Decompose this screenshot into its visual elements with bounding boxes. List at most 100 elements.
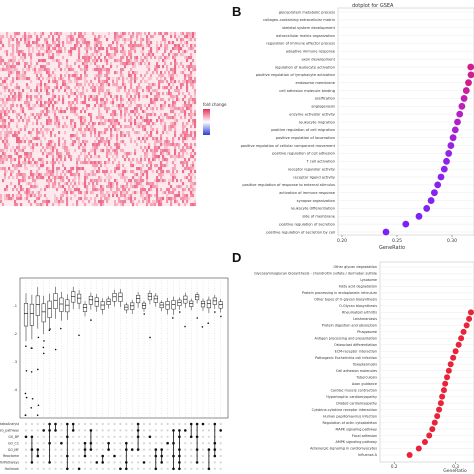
- heatmap-cell: [6, 35, 9, 39]
- heatmap-cell: [162, 152, 165, 156]
- heatmap-cell: [8, 167, 11, 171]
- matrix-dot-inactive: [83, 435, 87, 438]
- heatmap-cell: [22, 35, 25, 39]
- heatmap-cell: [102, 80, 105, 84]
- heatmap-cell: [18, 74, 21, 78]
- matrix-dot-inactive: [178, 422, 181, 426]
- boxplot-c-box: [100, 301, 105, 310]
- heatmap-cell: [66, 176, 69, 180]
- heatmap-cell: [20, 185, 23, 189]
- heatmap-cell: [36, 86, 39, 90]
- heatmap-cell: [0, 197, 3, 201]
- heatmap-cell: [134, 122, 137, 126]
- heatmap-cell: [156, 179, 159, 183]
- heatmap-cell: [28, 182, 31, 186]
- heatmap-cell: [84, 77, 87, 81]
- heatmap-cell: [12, 170, 15, 174]
- heatmap-cell: [22, 71, 25, 75]
- heatmap-cell: [110, 44, 113, 48]
- heatmap-cell: [54, 176, 57, 180]
- heatmap-cell: [106, 89, 109, 93]
- heatmap-cell: [72, 47, 75, 51]
- heatmap-cell: [106, 74, 109, 78]
- matrix-dot-inactive: [95, 454, 98, 458]
- heatmap-cell: [8, 74, 11, 78]
- matrix-dot-inactive: [101, 422, 104, 426]
- heatmap-cell: [170, 191, 173, 195]
- heatmap-cell: [162, 86, 165, 90]
- heatmap-cell: [104, 122, 107, 126]
- heatmap-cell: [194, 92, 197, 96]
- heatmap-cell: [138, 62, 141, 66]
- heatmap-cell: [76, 101, 79, 105]
- heatmap-cell: [82, 86, 85, 90]
- heatmap-cell: [4, 176, 7, 180]
- heatmap-cell: [22, 140, 25, 144]
- heatmap-cell: [80, 122, 83, 126]
- matrix-dot-active: [30, 435, 34, 439]
- dotplot-b-category-label: skeletal system development: [282, 26, 335, 30]
- heatmap-cell: [30, 164, 33, 168]
- heatmap-cell: [144, 74, 147, 78]
- heatmap-cell: [184, 95, 187, 99]
- heatmap-cell: [168, 98, 171, 102]
- heatmap-cell: [170, 185, 173, 189]
- dotplot-d: Other glycan degradationGlycosaminoglyca…: [254, 265, 474, 469]
- heatmap-cell: [6, 143, 9, 147]
- heatmap-cell: [190, 152, 193, 156]
- heatmap-cell: [144, 128, 147, 132]
- heatmap-cell: [2, 161, 5, 165]
- heatmap-cell: [58, 41, 61, 45]
- heatmap-cell: [62, 191, 65, 195]
- heatmap-cell: [6, 101, 9, 105]
- matrix-dot-inactive: [83, 467, 87, 470]
- heatmap-cell: [56, 176, 59, 180]
- heatmap-cell: [170, 92, 173, 96]
- heatmap-cell: [78, 116, 81, 120]
- heatmap-cell: [52, 176, 55, 180]
- heatmap-cell: [160, 140, 163, 144]
- heatmap-cell: [192, 155, 195, 159]
- heatmap-cell: [158, 203, 161, 207]
- heatmap-cell: [4, 80, 7, 84]
- matrix-dot-inactive: [54, 454, 57, 458]
- heatmap-cell: [0, 119, 3, 123]
- matrix-dot-active: [66, 435, 69, 439]
- heatmap-cell: [14, 185, 17, 189]
- heatmap-cell: [130, 95, 133, 99]
- heatmap-cell: [72, 119, 75, 123]
- heatmap-cell: [120, 203, 123, 207]
- heatmap-cell: [82, 149, 85, 153]
- matrix-dot-active: [66, 422, 69, 426]
- matrix-dot-inactive: [119, 435, 122, 438]
- boxplot-c-outlier: [220, 315, 222, 318]
- matrix-dot-inactive: [119, 429, 122, 432]
- heatmap-cell: [54, 110, 57, 114]
- heatmap-cell: [32, 191, 35, 195]
- heatmap-cell: [66, 170, 69, 174]
- heatmap-cell: [14, 98, 17, 102]
- matrix-dot-inactive: [78, 422, 81, 426]
- heatmap-cell: [2, 110, 5, 114]
- dotplot-b-category-label: side of membrane: [302, 215, 336, 219]
- boxplot-c-outlier: [201, 326, 204, 328]
- heatmap-cell: [96, 41, 99, 45]
- heatmap-cell: [98, 50, 101, 54]
- dotplot-d-category-label: ECM-receptor interaction: [335, 349, 377, 353]
- matrix-dot-inactive: [190, 467, 193, 470]
- dotplot-b-point: [402, 220, 410, 228]
- heatmap-cell: [26, 125, 29, 129]
- heatmap-cell: [2, 125, 5, 129]
- heatmap-cell: [124, 176, 127, 180]
- dotplot-b-category-label: receptor regulator activity: [288, 167, 336, 171]
- heatmap-cell: [94, 200, 97, 204]
- heatmap-cell: [128, 197, 131, 201]
- heatmap-cell: [44, 173, 47, 177]
- heatmap-cell: [142, 137, 145, 141]
- heatmap-cell: [160, 164, 163, 168]
- heatmap-cell: [154, 83, 157, 87]
- heatmap-cell: [100, 185, 103, 189]
- heatmap-cell: [42, 32, 45, 36]
- heatmap-cell: [162, 197, 165, 201]
- heatmap-cell: [74, 107, 77, 111]
